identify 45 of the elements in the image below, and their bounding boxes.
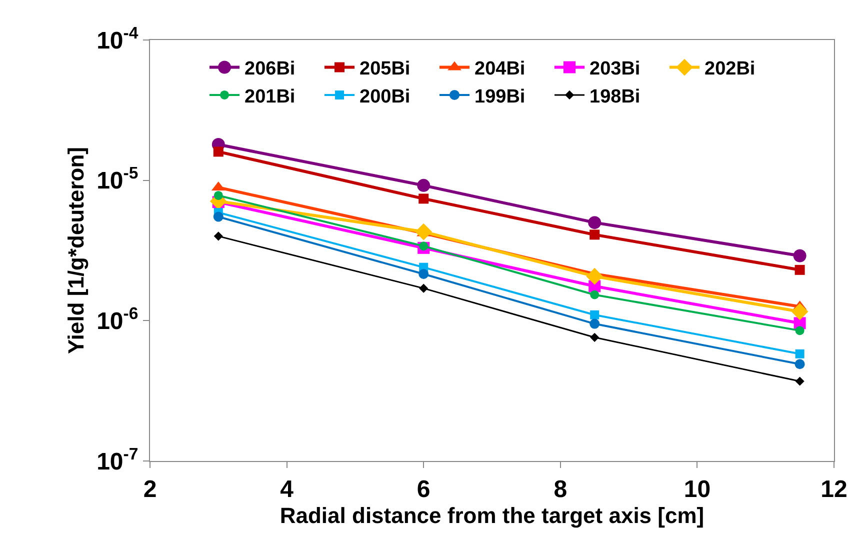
point (590, 290, 600, 300)
point (795, 376, 804, 386)
point (415, 223, 432, 240)
point (793, 249, 806, 262)
point (795, 349, 804, 358)
point (213, 212, 224, 222)
point (213, 146, 224, 157)
x-tick-label: 6 (416, 476, 430, 503)
legend-label: 201Bi (244, 86, 296, 108)
y-tick-label: 10$^{-6}$ (96, 304, 138, 336)
y-tick-label: 10$^{-7}$ (96, 444, 138, 476)
y-tick-label: 10$^{-4}$ (96, 23, 139, 54)
legend-label: 203Bi (590, 58, 640, 80)
x-tick-label: 8 (554, 476, 568, 503)
point (590, 310, 600, 320)
point (417, 178, 430, 192)
legend-label: 199Bi (474, 86, 526, 108)
legend-label: 202Bi (704, 58, 756, 80)
legend-label: 205Bi (360, 58, 410, 80)
x-tick-label: 2 (143, 476, 157, 503)
x-tick-label: 12 (820, 476, 848, 503)
legend-label: 204Bi (474, 58, 526, 80)
point (590, 230, 600, 240)
legend-label: 206Bi (244, 58, 296, 80)
y-axis-title: Yield [1/g*deuteron] (63, 147, 88, 354)
legend-label: 198Bi (590, 86, 640, 108)
x-tick-label: 10 (684, 476, 711, 503)
point (214, 190, 223, 200)
y-tick-label: 10$^{-5}$ (96, 164, 138, 195)
point (794, 359, 805, 370)
point (419, 284, 428, 293)
point (590, 318, 600, 329)
point (214, 232, 223, 241)
x-tick-label: 4 (280, 476, 294, 503)
point (794, 264, 805, 275)
point (586, 268, 604, 285)
point (588, 216, 602, 230)
legend-label: 200Bi (360, 86, 410, 108)
point (590, 332, 600, 342)
point (418, 194, 429, 204)
point (418, 269, 429, 280)
x-axis-title: Radial distance from the target axis [cm] (280, 502, 704, 528)
point (795, 326, 804, 336)
point (419, 242, 428, 251)
point (791, 303, 808, 320)
